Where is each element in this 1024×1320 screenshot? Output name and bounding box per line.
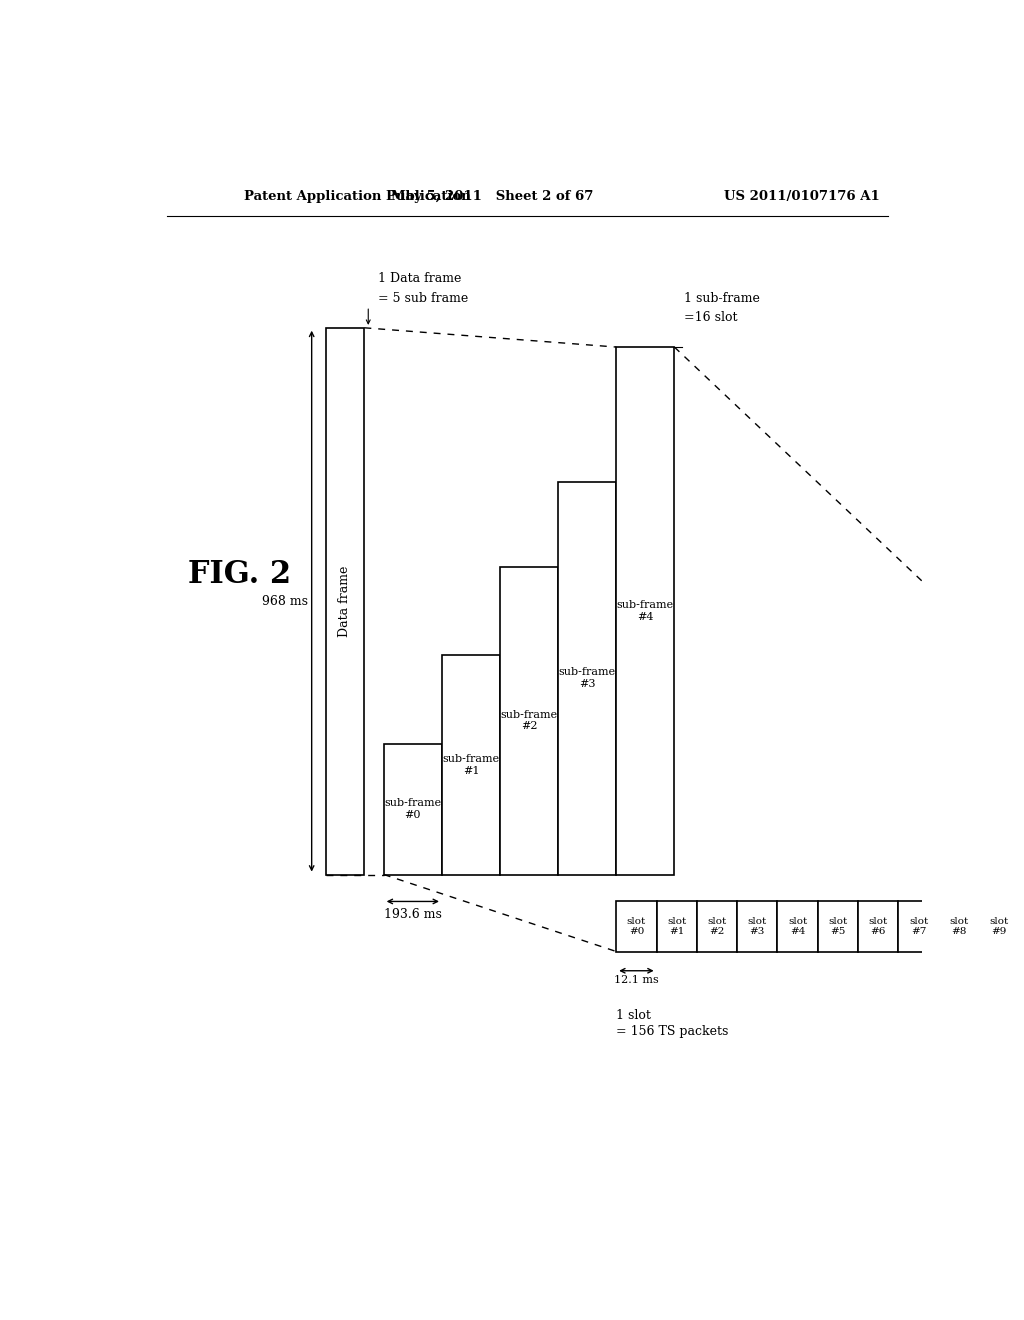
Text: 968 ms: 968 ms <box>262 594 308 607</box>
Bar <box>777 902 818 952</box>
Text: slot
#9: slot #9 <box>989 917 1009 936</box>
Text: sub-frame
#1: sub-frame #1 <box>442 754 500 776</box>
Text: FIG. 2: FIG. 2 <box>188 558 292 590</box>
Text: 12.1 ms: 12.1 ms <box>614 975 658 985</box>
Text: sub-frame
#2: sub-frame #2 <box>501 710 558 731</box>
Text: slot
#3: slot #3 <box>748 917 767 936</box>
Text: Patent Application Publication: Patent Application Publication <box>245 190 471 203</box>
Bar <box>616 347 675 875</box>
Bar <box>326 327 365 875</box>
Text: slot
#8: slot #8 <box>949 917 969 936</box>
Bar <box>442 655 500 875</box>
Bar <box>979 902 1019 952</box>
Bar <box>939 902 979 952</box>
Text: sub-frame
#4: sub-frame #4 <box>616 601 674 622</box>
Text: 1 sub-frame: 1 sub-frame <box>684 292 760 305</box>
Bar <box>737 902 777 952</box>
Bar <box>616 902 656 952</box>
Bar <box>558 482 616 875</box>
Bar <box>500 566 558 875</box>
Text: slot
#0: slot #0 <box>627 917 646 936</box>
Bar <box>384 743 442 875</box>
Text: sub-frame
#3: sub-frame #3 <box>559 668 615 689</box>
Text: 1 slot: 1 slot <box>616 1010 651 1022</box>
Text: slot
#2: slot #2 <box>708 917 727 936</box>
Text: US 2011/0107176 A1: US 2011/0107176 A1 <box>724 190 880 203</box>
Text: = 156 TS packets: = 156 TS packets <box>616 1024 729 1038</box>
Text: Data frame: Data frame <box>339 565 351 636</box>
Text: 193.6 ms: 193.6 ms <box>384 908 441 920</box>
Bar <box>818 902 858 952</box>
Text: slot
#5: slot #5 <box>828 917 848 936</box>
Bar <box>858 902 898 952</box>
Text: 1 Data frame: 1 Data frame <box>378 272 462 285</box>
Text: slot
#6: slot #6 <box>868 917 888 936</box>
Bar <box>898 902 939 952</box>
Text: =16 slot: =16 slot <box>684 312 737 323</box>
Text: slot
#4: slot #4 <box>788 917 807 936</box>
Text: slot
#1: slot #1 <box>667 917 686 936</box>
Text: slot
#7: slot #7 <box>909 917 928 936</box>
Text: May 5, 2011   Sheet 2 of 67: May 5, 2011 Sheet 2 of 67 <box>391 190 594 203</box>
Bar <box>656 902 697 952</box>
Text: sub-frame
#0: sub-frame #0 <box>384 799 441 820</box>
Bar <box>1019 902 1024 952</box>
Bar <box>697 902 737 952</box>
Text: = 5 sub frame: = 5 sub frame <box>378 292 469 305</box>
